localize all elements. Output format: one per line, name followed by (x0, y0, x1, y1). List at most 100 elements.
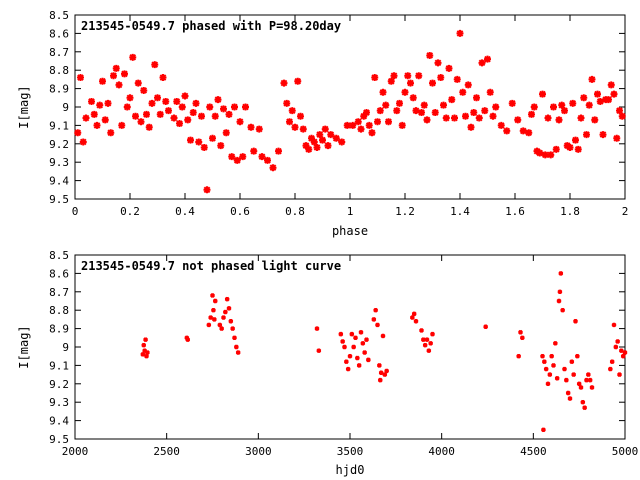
data-point (123, 103, 131, 111)
data-point (148, 99, 156, 107)
data-point (217, 322, 223, 328)
x-tick-label: 0.6 (230, 205, 250, 218)
data-point (473, 94, 480, 102)
data-point (291, 123, 299, 131)
data-point (358, 329, 364, 335)
data-point (541, 359, 547, 365)
data-point (286, 118, 293, 126)
data-point (508, 99, 516, 107)
data-point (596, 97, 604, 105)
data-point (451, 114, 458, 122)
data-point (170, 114, 178, 122)
data-point (376, 363, 382, 368)
data-point (327, 131, 335, 139)
data-point (569, 359, 575, 365)
data-point (321, 125, 329, 133)
data-point (294, 77, 302, 85)
data-point (226, 306, 232, 311)
data-point (554, 375, 560, 381)
data-point (442, 114, 450, 122)
data-point (143, 110, 150, 118)
data-point (173, 97, 181, 105)
data-point (195, 138, 203, 146)
data-point (385, 118, 392, 126)
data-point (481, 107, 489, 115)
data-point (365, 357, 371, 363)
data-point (609, 359, 615, 365)
data-point (541, 151, 549, 159)
data-point (209, 134, 216, 142)
phased-y-axis-label: I[mag] (17, 85, 31, 128)
data-point (375, 322, 380, 328)
data-point (547, 372, 553, 377)
y-tick-label: 8.5 (49, 9, 69, 22)
data-point (503, 127, 511, 135)
x-tick-label: 4000 (428, 445, 455, 458)
data-point (365, 121, 373, 129)
data-point (99, 77, 106, 85)
data-point (345, 366, 351, 372)
x-tick-label: 1.6 (505, 205, 525, 218)
data-point (231, 103, 238, 111)
data-point (360, 340, 366, 346)
x-tick-label: 2000 (62, 445, 89, 458)
data-point (518, 329, 523, 335)
data-point (544, 114, 552, 122)
data-point (356, 363, 362, 368)
y-tick-label: 8.5 (49, 249, 69, 262)
data-point (489, 112, 497, 120)
data-point (115, 81, 123, 89)
data-point (584, 377, 589, 383)
data-point (440, 101, 447, 109)
data-point (151, 61, 159, 69)
y-tick-label: 8.9 (49, 323, 69, 336)
data-point (393, 107, 401, 115)
data-point (528, 110, 535, 118)
data-point (368, 129, 376, 137)
data-point (467, 123, 475, 131)
data-point (140, 352, 146, 357)
data-point (376, 107, 384, 115)
data-point (390, 72, 398, 80)
data-point (222, 309, 228, 315)
data-point (145, 123, 153, 131)
data-point (134, 79, 142, 87)
data-point (373, 307, 379, 313)
data-point (79, 138, 87, 146)
data-point (583, 131, 590, 139)
data-point (420, 337, 426, 342)
data-point (423, 116, 431, 124)
data-point (349, 121, 357, 129)
data-point (354, 118, 362, 126)
y-tick-label: 9 (62, 341, 69, 354)
data-point (607, 81, 615, 89)
data-point (96, 101, 104, 109)
data-point (338, 138, 346, 146)
data-point (558, 271, 564, 276)
data-point (156, 110, 164, 118)
data-point (159, 74, 167, 82)
phased-chart-title: 213545-0549.7 phased with P=98.20day (81, 19, 341, 33)
data-point (288, 107, 296, 115)
data-point (407, 79, 414, 87)
data-point (110, 72, 117, 80)
data-point (198, 112, 205, 120)
data-point (588, 75, 596, 83)
data-point (236, 118, 244, 126)
data-point (387, 77, 395, 85)
data-point (478, 59, 486, 67)
data-point (340, 339, 346, 344)
data-point (594, 90, 601, 98)
data-point (88, 97, 95, 105)
data-point (126, 94, 134, 102)
phased-x-axis: 0 0.2 0.4 0.6 0.8 1 1.2 1.4 1.6 1.8 2 (72, 15, 628, 218)
y-tick-label: 9.3 (49, 396, 69, 409)
data-point (220, 105, 227, 113)
data-point (429, 79, 436, 87)
data-point (412, 107, 420, 115)
data-point (343, 121, 351, 129)
data-point (560, 307, 566, 313)
data-point (181, 92, 189, 100)
y-tick-label: 9.5 (49, 433, 69, 446)
light-curve-x-axis: 2000 2500 3000 3500 4000 4500 5000 (62, 255, 638, 458)
